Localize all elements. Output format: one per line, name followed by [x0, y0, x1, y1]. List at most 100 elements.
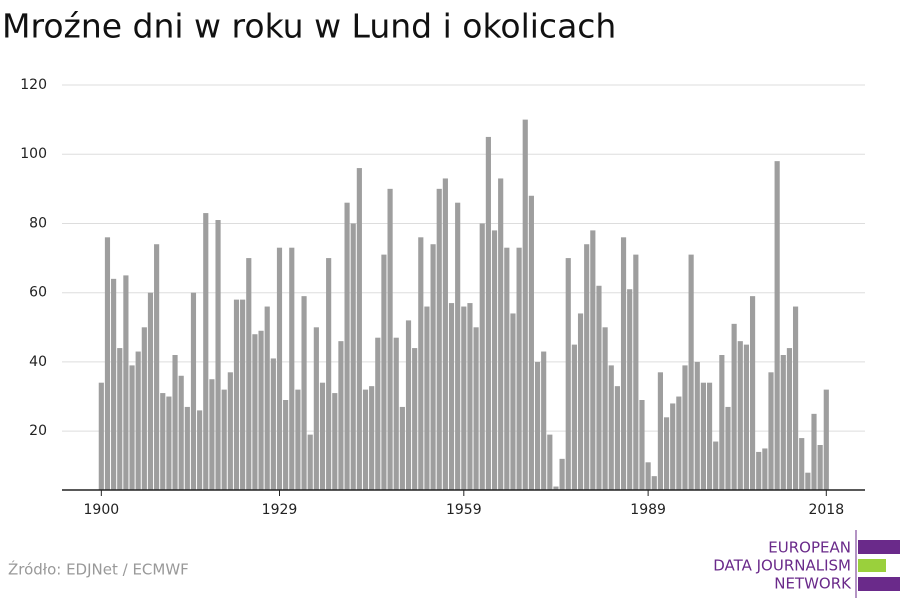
bar [197, 410, 203, 490]
chart-title: Mroźne dni w roku w Lund i okolicach [2, 7, 616, 46]
bar [756, 451, 762, 490]
bar [786, 348, 793, 490]
bar [412, 348, 418, 490]
bar [663, 417, 670, 490]
x-tick-label: 1900 [84, 502, 120, 518]
logo-bar [858, 577, 900, 591]
bar [541, 351, 547, 490]
bar [240, 299, 246, 490]
x-tick-label: 2018 [808, 502, 844, 518]
bar [719, 355, 725, 490]
bar [571, 344, 577, 490]
bar [252, 334, 258, 490]
bar [682, 365, 688, 490]
bar [338, 341, 344, 490]
bar [559, 458, 565, 490]
bar [639, 400, 645, 490]
bar [596, 285, 602, 490]
bar [614, 386, 620, 490]
bar [645, 462, 651, 490]
bar [104, 237, 111, 490]
bar [258, 330, 264, 490]
logo-text: NETWORK [774, 575, 852, 593]
bar [657, 372, 663, 490]
y-tick-label: 40 [29, 354, 47, 370]
bar [577, 313, 584, 490]
bar [172, 355, 178, 490]
bar [706, 382, 713, 490]
bar [418, 237, 424, 490]
bar [424, 306, 430, 490]
bar [670, 403, 676, 490]
bar [491, 230, 498, 490]
bar [805, 472, 811, 490]
bar [553, 486, 559, 490]
bar [135, 351, 141, 490]
bar [774, 161, 780, 490]
logo: EUROPEAN DATA JOURNALISM NETWORK [713, 530, 900, 598]
bar [602, 327, 608, 490]
bar [301, 296, 307, 490]
bar [362, 389, 369, 490]
bar [627, 289, 633, 490]
bar [270, 358, 276, 490]
bar [694, 361, 700, 490]
logo-text: DATA JOURNALISM [713, 557, 851, 575]
bar [209, 379, 215, 490]
bar [387, 188, 393, 490]
bar [792, 306, 799, 490]
bar [473, 327, 479, 490]
bar [725, 406, 731, 490]
bar [264, 306, 270, 490]
bar [584, 244, 590, 490]
bar [178, 375, 184, 490]
bar [147, 292, 154, 490]
bar [534, 361, 541, 490]
logo-bar [858, 540, 900, 554]
bar [498, 178, 504, 490]
bar [762, 448, 768, 490]
x-tick-label: 1959 [446, 502, 482, 518]
y-tick-label: 120 [20, 77, 47, 93]
bar [749, 296, 756, 490]
bar [154, 244, 160, 490]
x-tick-label: 1989 [630, 502, 666, 518]
bar [129, 365, 135, 490]
bar [399, 406, 405, 490]
bar [326, 258, 332, 490]
bar [375, 337, 381, 490]
bar [393, 337, 399, 490]
bar [203, 213, 209, 491]
bar [467, 303, 473, 490]
bar [246, 258, 252, 490]
bar [565, 258, 571, 490]
bar [436, 188, 442, 490]
bar [442, 178, 448, 490]
bar [479, 223, 485, 490]
bar [528, 195, 534, 490]
logo-bar [858, 559, 886, 572]
bar [227, 372, 233, 490]
bar [510, 313, 516, 490]
bar [350, 223, 356, 490]
bar [780, 355, 786, 490]
bar [608, 365, 614, 490]
bar [141, 327, 147, 490]
bar [547, 434, 553, 490]
bar [737, 341, 743, 490]
bar [405, 320, 412, 490]
bar [233, 299, 240, 490]
bar [676, 396, 682, 490]
bar [620, 237, 627, 490]
bar [344, 202, 350, 490]
bar [461, 306, 467, 490]
bar [811, 413, 817, 490]
bar [356, 168, 362, 491]
bar [381, 254, 387, 490]
bar [111, 278, 117, 490]
bar [516, 247, 522, 490]
bar [319, 382, 326, 490]
bar [455, 202, 461, 490]
bar [688, 254, 694, 490]
